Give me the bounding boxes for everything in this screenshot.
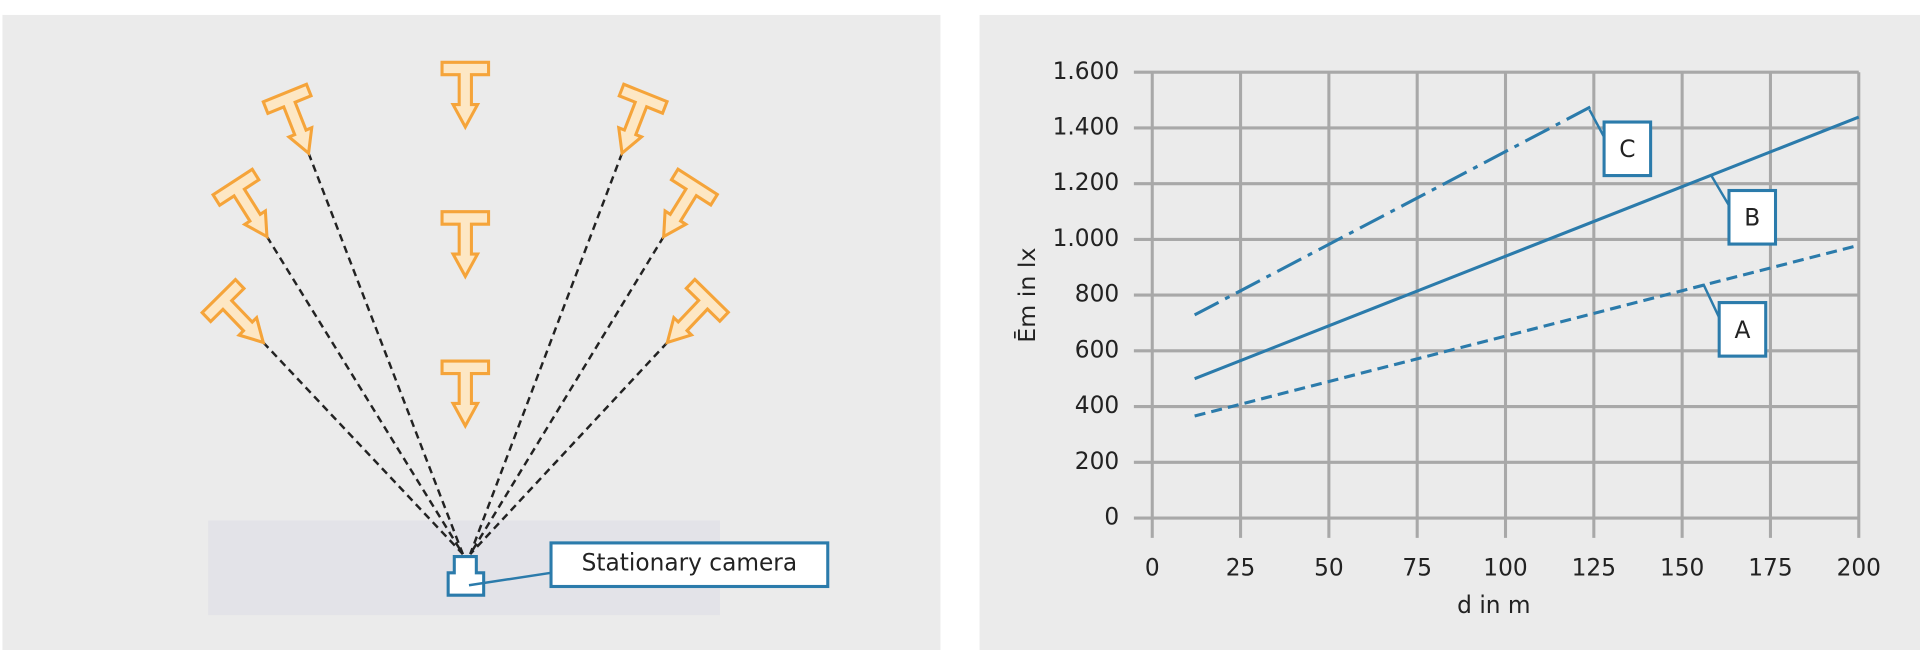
y-tick-label: 800 — [1075, 279, 1119, 307]
light-ray — [469, 341, 669, 555]
light-arrow — [210, 167, 269, 240]
camera-leader — [468, 571, 552, 587]
callout-box — [1727, 188, 1778, 246]
x-tick-label: 175 — [1748, 553, 1792, 581]
light-arrow — [199, 277, 266, 345]
light-arrow — [440, 359, 491, 430]
y-tick-label: 600 — [1075, 335, 1119, 363]
x-tick-label: 150 — [1660, 553, 1704, 581]
y-tick-label: 400 — [1075, 391, 1119, 419]
x-tick-label: 0 — [1145, 553, 1160, 581]
x-tick-label: 25 — [1226, 553, 1256, 581]
y-tick-label: 1.000 — [1053, 224, 1120, 252]
x-tick-label: 50 — [1314, 553, 1344, 581]
y-tick-label: 1.600 — [1053, 57, 1120, 85]
y-tick-label: 1.200 — [1053, 168, 1120, 196]
data-line — [1194, 115, 1860, 381]
x-tick-label: 100 — [1483, 553, 1527, 581]
light-arrows — [199, 60, 731, 555]
light-ray — [469, 152, 624, 555]
light-arrow — [665, 277, 731, 345]
callout-box — [1717, 301, 1768, 358]
camera-label-box — [549, 541, 830, 589]
light-ray — [265, 235, 464, 555]
light-ray — [307, 152, 464, 555]
x-tick-label: 75 — [1402, 553, 1432, 581]
y-tick-label: 200 — [1075, 447, 1119, 475]
series-label: C — [1619, 135, 1635, 163]
x-tick-label: 200 — [1837, 553, 1881, 581]
light-arrow — [661, 167, 720, 240]
data-line — [1194, 243, 1860, 418]
camera: Stationary camera — [446, 541, 830, 597]
y-tick-label: 1.400 — [1053, 112, 1120, 140]
light-arrow — [616, 82, 670, 157]
data-line — [1193, 105, 1591, 317]
light-arrow — [440, 60, 491, 131]
light-arrow — [261, 82, 314, 157]
series-label: B — [1744, 204, 1760, 232]
series-label: A — [1734, 316, 1750, 344]
y-tick-label: 0 — [1104, 502, 1119, 530]
x-axis-label: d in m — [1457, 591, 1530, 619]
callout-box — [1602, 120, 1653, 178]
x-tick-label: 125 — [1572, 553, 1616, 581]
camera-label: Stationary camera — [582, 548, 797, 576]
chart: d in m Ēm in lx 0 200 400 600 800 1.000 1.200 1… — [1013, 57, 1881, 619]
y-axis-label: Ēm in lx — [1013, 247, 1041, 342]
light-arrow — [440, 210, 491, 280]
